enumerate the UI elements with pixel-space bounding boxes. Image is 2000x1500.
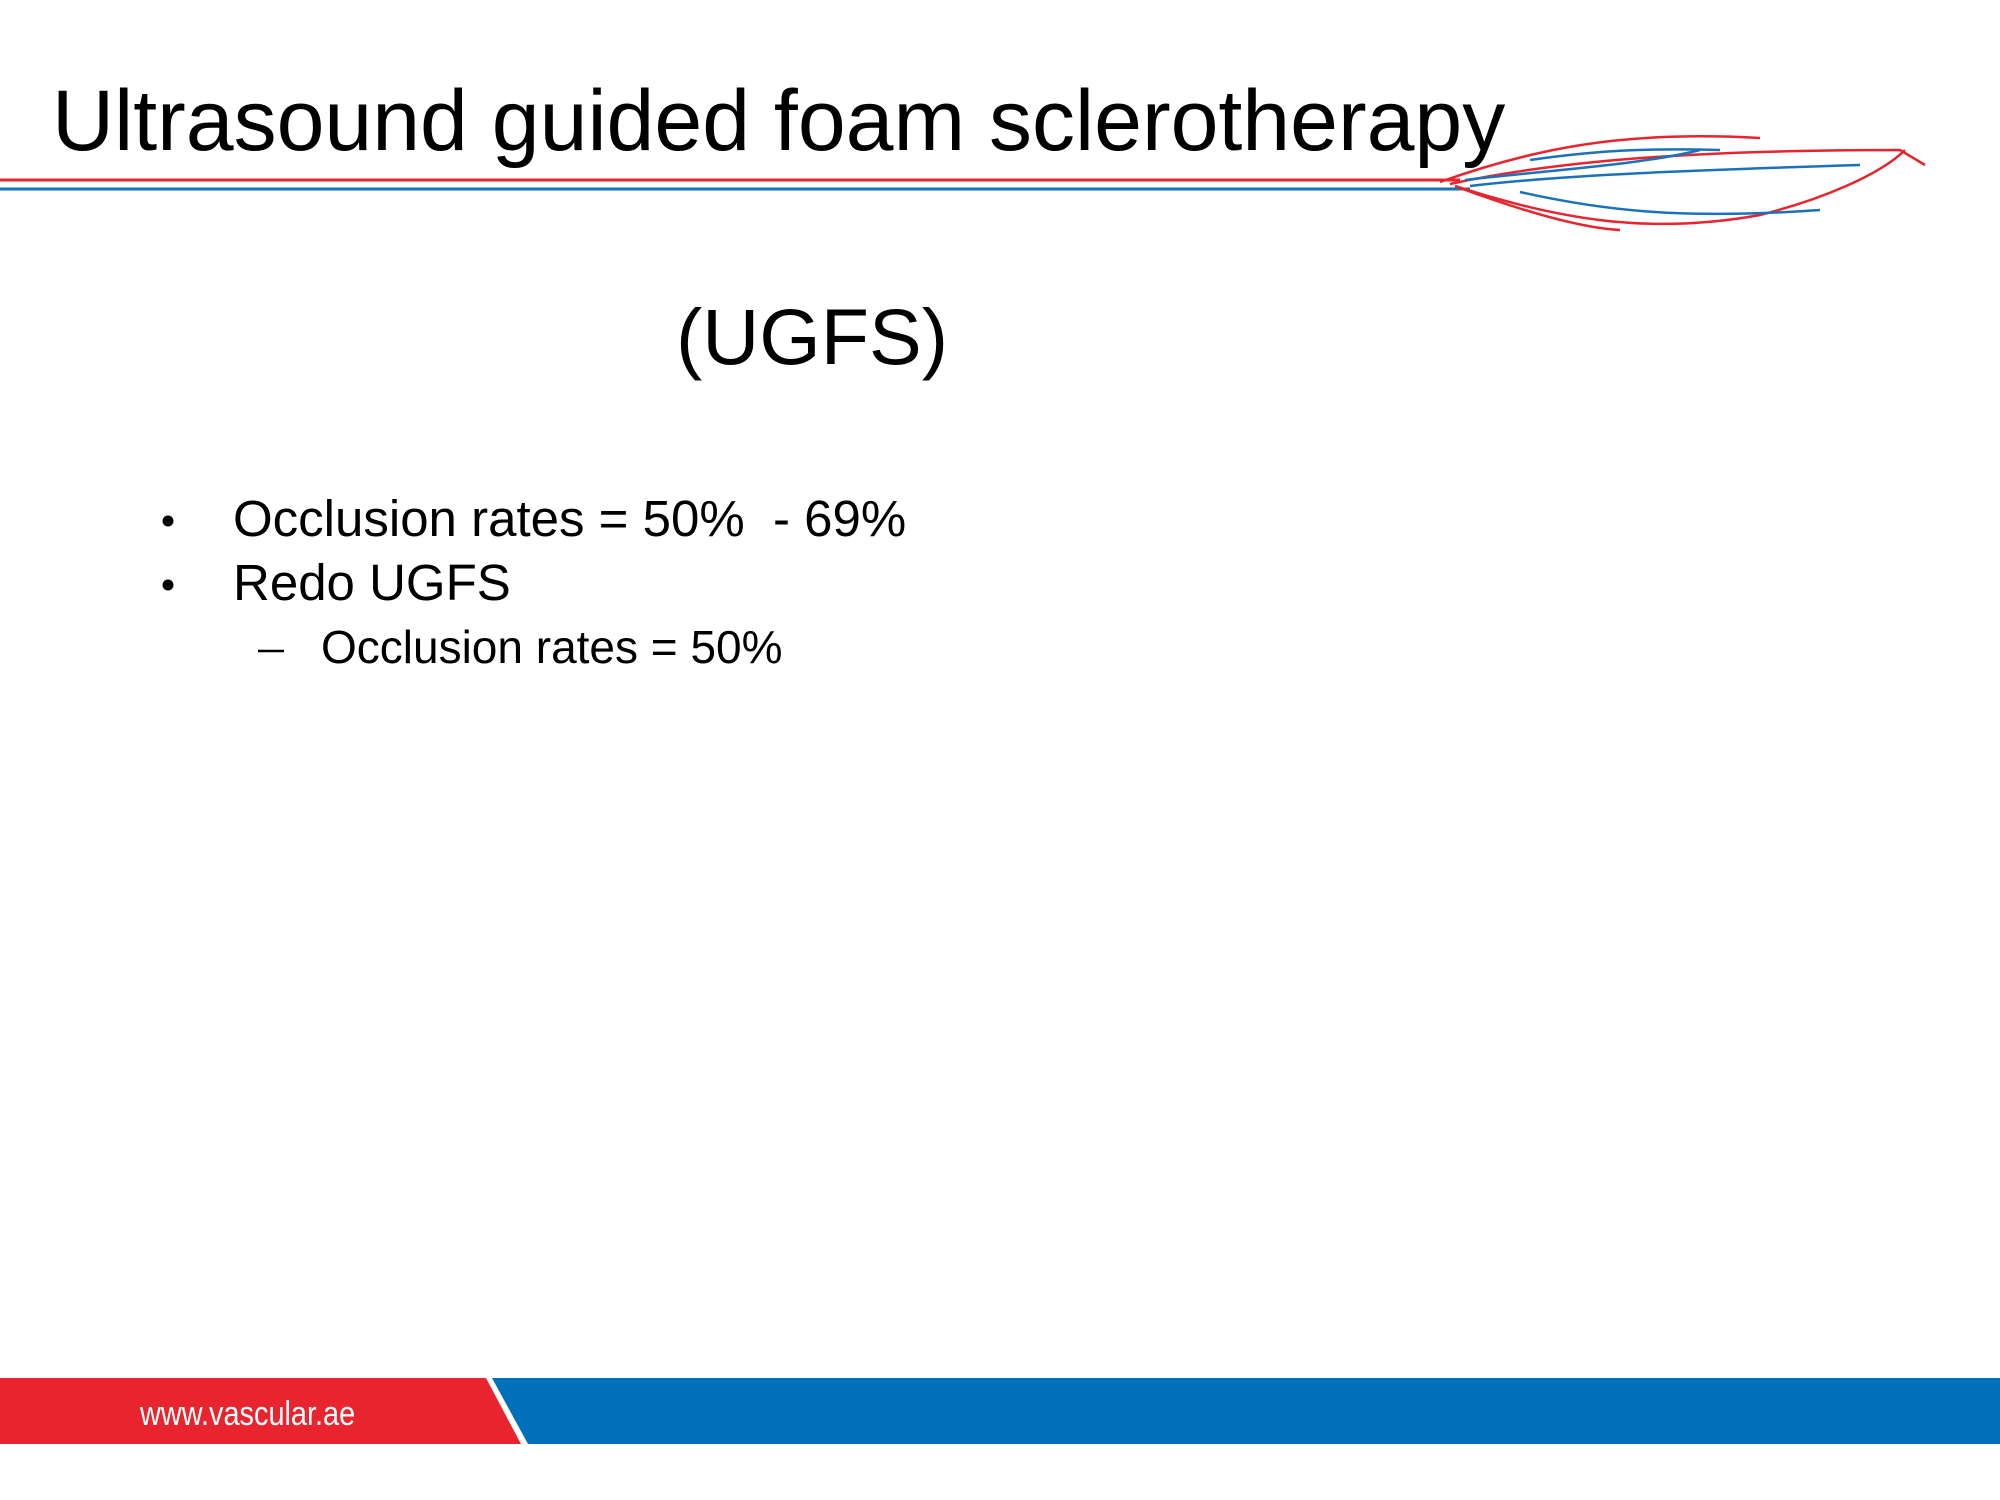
footer-url: www.vascular.ae [139,1394,355,1433]
slide-subtitle: (UGFS) [676,292,948,381]
bullet-text: Occlusion rates = 50% - 69% [233,490,906,547]
vein-decoration [1439,134,1926,232]
bullet-text: Redo UGFS [233,554,511,611]
bullet-marker [162,515,174,527]
sub-bullet-text: Occlusion rates = 50% [321,621,783,673]
slide-title: Ultrasound guided foam sclerotherapy [52,73,1505,169]
bullet-marker [162,579,174,591]
footer-red-band [0,1378,521,1444]
footer-blue-band [492,1378,2000,1444]
